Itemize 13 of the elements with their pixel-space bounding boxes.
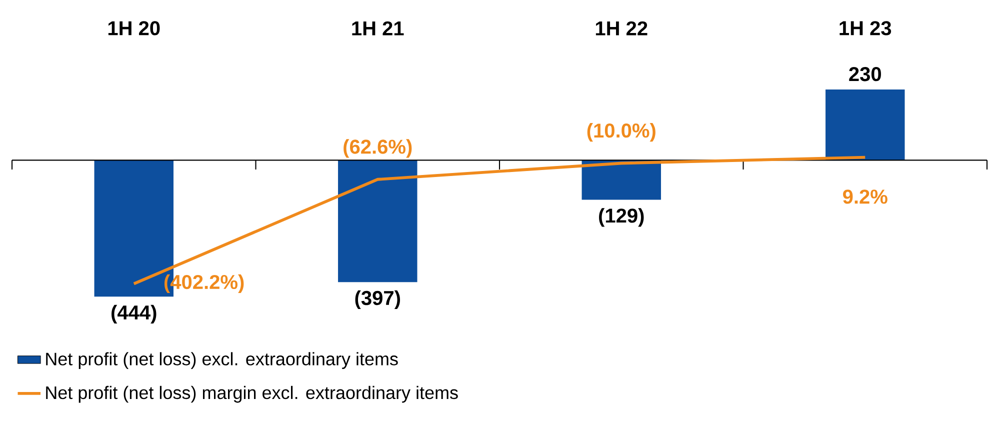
data-label: (10.0%) bbox=[587, 123, 656, 142]
legend-label: Net profit (net loss) excl. extraordinary items bbox=[46, 352, 398, 370]
x-tick-label: 1H 20 bbox=[108, 21, 160, 36]
data-label: (129) bbox=[599, 208, 644, 227]
data-label: (397) bbox=[355, 290, 400, 310]
x-tick-label: 1H 22 bbox=[596, 21, 648, 36]
data-label: (444) bbox=[112, 304, 156, 324]
data-label: (62.6%) bbox=[344, 139, 412, 158]
legend-label: Net profit (net loss) margin excl. extraordinary items bbox=[46, 386, 458, 403]
data-label: 9.2% bbox=[843, 190, 888, 204]
x-tick-label: 1H 21 bbox=[352, 21, 404, 36]
data-label: 230 bbox=[849, 67, 881, 82]
x-tick-label: 1H 23 bbox=[840, 21, 892, 36]
